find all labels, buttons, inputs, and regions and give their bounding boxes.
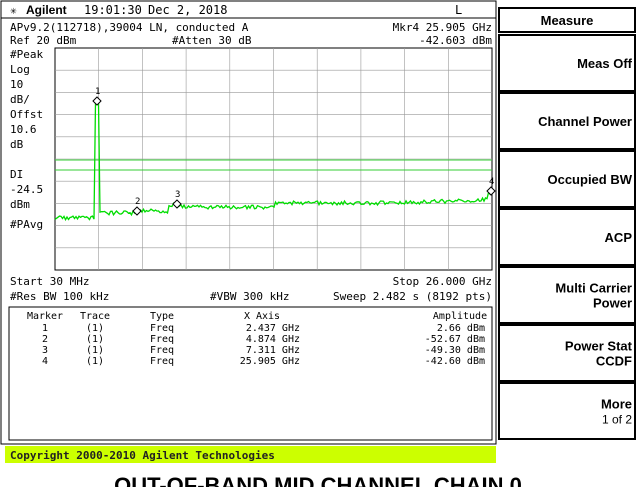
marker-readout: Mkr4 25.905 GHz (393, 21, 492, 34)
softkey-label: ACP (605, 230, 633, 245)
table-cell: Freq (150, 323, 174, 334)
softkey[interactable] (498, 266, 636, 324)
table-cell: Freq (150, 334, 174, 345)
indicator: L (455, 3, 462, 17)
res-bw: #Res BW 100 kHz (10, 290, 109, 303)
softkey[interactable] (498, 34, 636, 92)
scale-label: Offst (10, 108, 43, 121)
brand: Agilent (26, 3, 67, 17)
table-cell: 2.66 dBm (437, 323, 485, 334)
softkey-title-frame (498, 7, 636, 33)
display-frame (0, 0, 497, 445)
marker-table-frame (8, 306, 493, 441)
softkey-label: CCDF (596, 354, 632, 369)
start-freq: Start 30 MHz (10, 275, 89, 288)
table-cell: -52.67 dBm (425, 334, 485, 345)
table-cell: 1 (42, 323, 48, 334)
scale-label: DI (10, 168, 23, 181)
table-cell: 2 (42, 334, 48, 345)
marker-number: 2 (135, 197, 140, 207)
table-cell: 25.905 GHz (240, 356, 300, 367)
table-cell: 3 (42, 345, 48, 356)
table-cell: -42.60 dBm (425, 356, 485, 367)
date: Dec 2, 2018 (148, 3, 227, 17)
stop-freq: Stop 26.000 GHz (393, 275, 492, 288)
softkey[interactable] (498, 208, 636, 266)
table-cell: (1) (86, 356, 104, 367)
table-header: X Axis (244, 311, 280, 322)
ref-level: Ref 20 dBm (10, 34, 77, 47)
setup: APv9.2(112718),39004 LN, conducted A (10, 21, 249, 34)
table-cell: (1) (86, 334, 104, 345)
softkey-label: Power Stat (565, 339, 633, 354)
table-cell: 7.311 GHz (246, 345, 300, 356)
table-cell: (1) (86, 345, 104, 356)
scale-label: -24.5 (10, 183, 43, 196)
marker-number: 4 (489, 177, 494, 187)
scale-label: dBm (10, 198, 30, 211)
table-header: Trace (80, 311, 110, 322)
scale-label: #PAvg (10, 218, 43, 231)
softkey-label: 1 of 2 (602, 413, 632, 427)
scale-label: #Peak (10, 48, 43, 61)
marker-diamond (172, 199, 182, 209)
attenuation: #Atten 30 dB (172, 34, 252, 47)
scale-label: dB/ (10, 93, 30, 106)
scale-label: Log (10, 63, 30, 76)
softkey-title: Measure (541, 13, 594, 28)
table-cell: 4.874 GHz (246, 334, 300, 345)
scale-label: 10 (10, 78, 23, 91)
marker-diamond (486, 186, 496, 196)
marker-diamond (92, 96, 102, 106)
marker-number: 3 (175, 190, 180, 200)
softkey[interactable] (498, 150, 636, 208)
marker-amplitude: -42.603 dBm (419, 34, 492, 47)
marker-number: 1 (95, 87, 100, 97)
logo: ✳ (10, 4, 17, 17)
vbw: #VBW 300 kHz (210, 290, 289, 303)
copyright-bar (5, 446, 496, 463)
scale-label: dB (10, 138, 24, 151)
trace (54, 101, 493, 222)
table-cell: (1) (86, 323, 104, 334)
softkey-label: Occupied BW (547, 172, 632, 187)
table-cell: Freq (150, 356, 174, 367)
table-header: Amplitude (433, 311, 487, 322)
table-cell: Freq (150, 345, 174, 356)
softkey-label: Channel Power (538, 114, 632, 129)
marker-diamond (132, 206, 142, 216)
table-header: Marker (27, 311, 63, 322)
scale-label: 10.6 (10, 123, 37, 136)
softkey-label: More (601, 397, 632, 412)
graticule (54, 47, 493, 271)
table-header: Type (150, 311, 174, 322)
softkey-label: Multi Carrier (555, 281, 632, 296)
sweep-time: Sweep 2.482 s (8192 pts) (333, 290, 492, 303)
time: 19:01:30 (84, 3, 142, 17)
table-cell: 4 (42, 356, 48, 367)
softkey-label: Power (593, 296, 632, 311)
softkey[interactable] (498, 324, 636, 382)
copyright: Copyright 2000-2010 Agilent Technologies (10, 449, 275, 462)
table-cell: -49.30 dBm (425, 345, 485, 356)
caption: OUT-OF-BAND MID CHANNEL CHAIN 0 (114, 473, 522, 487)
softkey[interactable] (498, 382, 636, 440)
softkey[interactable] (498, 92, 636, 150)
table-cell: 2.437 GHz (246, 323, 300, 334)
softkey-label: Meas Off (577, 56, 633, 71)
